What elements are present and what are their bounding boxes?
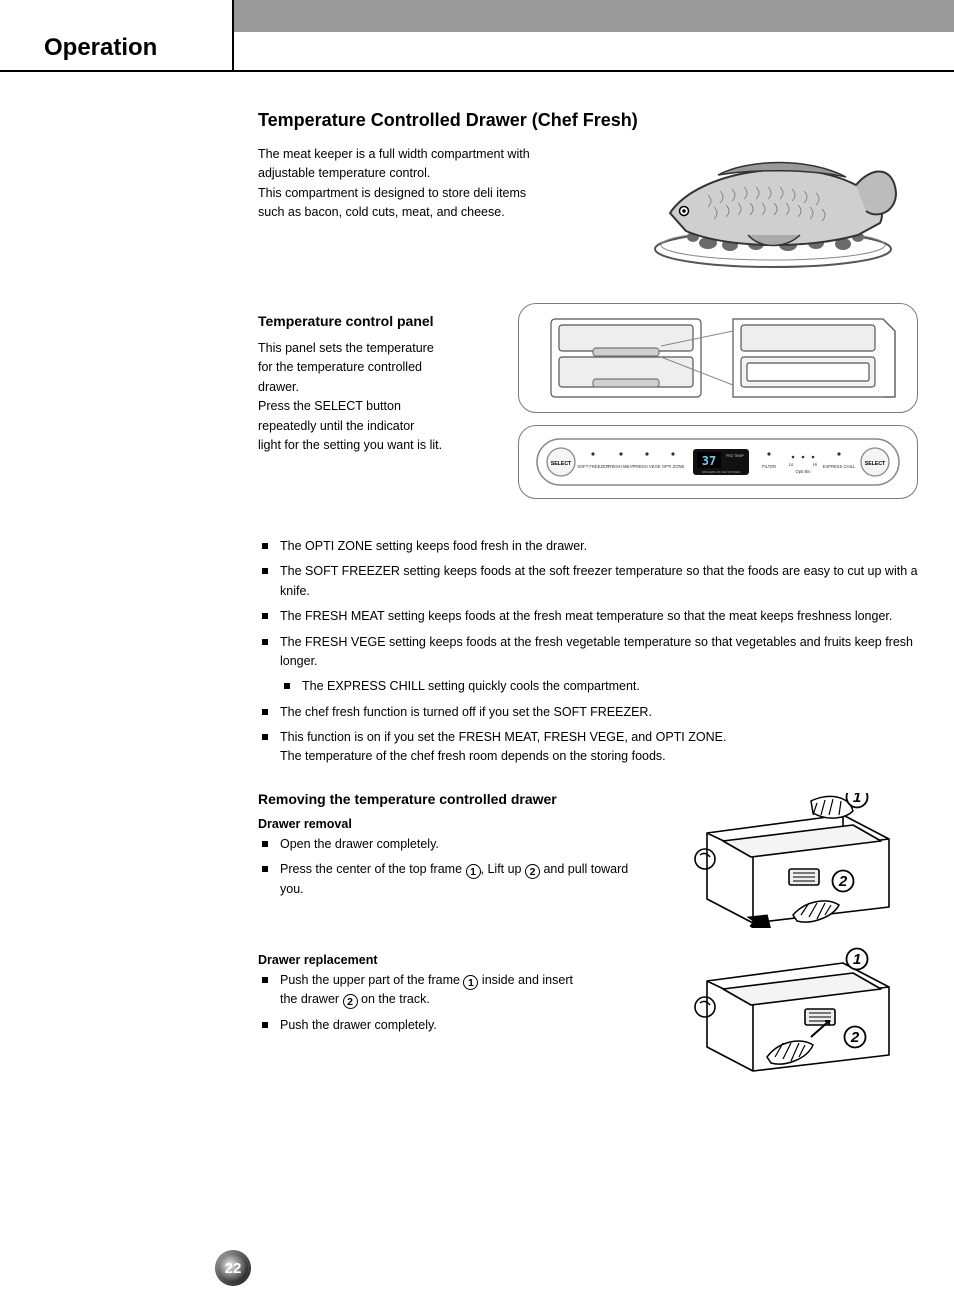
panel-illustrations: SELECT SELECT SOFT FREEZER FRESH MEAT FR… — [518, 303, 918, 499]
bullet-item: The OPTI ZONE setting keeps food fresh i… — [258, 537, 918, 556]
svg-text:SOFT FREEZER: SOFT FREEZER — [577, 464, 609, 469]
bullet-item: Press the center of the top frame 1, Lif… — [258, 860, 653, 899]
bullet-item: Push the drawer completely. — [258, 1016, 653, 1035]
drawer-replacement-illustration: 1 2 — [693, 941, 898, 1076]
svg-text:37: 37 — [702, 454, 716, 468]
svg-text:1: 1 — [853, 951, 861, 968]
intro-block: The meat keeper is a full width compartm… — [258, 145, 918, 285]
bullet-item: Push the upper part of the frame 1 insid… — [258, 971, 653, 1010]
page-number: 22 — [215, 1250, 251, 1286]
step-marker-icon: 1 — [466, 864, 481, 879]
select-right-button: SELECT — [861, 448, 889, 476]
control-panel-closeup-illustration: SELECT SELECT SOFT FREEZER FRESH MEAT FR… — [518, 425, 918, 499]
panel-block: Temperature control panel This panel set… — [258, 313, 918, 513]
panel-line: This panel sets the temperature — [258, 341, 434, 355]
svg-text:FRESH MEAT: FRESH MEAT — [608, 464, 635, 469]
svg-text:Hi: Hi — [813, 462, 817, 467]
drawer-replacement-block: Drawer replacement Push the upper part o… — [258, 953, 918, 1083]
select-left-button: SELECT — [547, 448, 575, 476]
svg-text:Opti Bin: Opti Bin — [796, 469, 812, 474]
intro-line: The meat keeper is a full width compartm… — [258, 147, 530, 161]
bullet-item: This function is on if you set the FRESH… — [258, 728, 918, 767]
intro-line: such as bacon, cold cuts, meat, and chee… — [258, 205, 505, 219]
section-title: Temperature Controlled Drawer (Chef Fres… — [258, 110, 918, 131]
panel-line: for the temperature controlled — [258, 360, 422, 374]
step-marker-icon: 2 — [343, 994, 358, 1009]
svg-text:SPACEPLUS ICE SYSTEM: SPACEPLUS ICE SYSTEM — [702, 470, 740, 474]
feature-bullets: The OPTI ZONE setting keeps food fresh i… — [258, 537, 918, 767]
svg-text:EXPRESS CHILL: EXPRESS CHILL — [823, 464, 856, 469]
sidebar: Operation — [0, 0, 235, 1307]
step-marker-icon: 1 — [463, 975, 478, 990]
panel-line: Press the SELECT button — [258, 399, 401, 413]
drawer-replacement-bullets: Push the upper part of the frame 1 insid… — [258, 971, 653, 1035]
svg-text:SELECT: SELECT — [865, 461, 886, 467]
bullet-item: The chef fresh function is turned off if… — [258, 703, 918, 722]
drawer-removal-block: Drawer removal Open the drawer completel… — [258, 817, 918, 947]
page-number-badge: 22 — [215, 1250, 251, 1286]
content: Temperature Controlled Drawer (Chef Fres… — [258, 110, 918, 1083]
header-bar — [234, 0, 954, 32]
svg-text:OPTI ZONE: OPTI ZONE — [662, 464, 685, 469]
step-marker-icon: 2 — [525, 864, 540, 879]
svg-text:FILTER: FILTER — [762, 464, 776, 469]
sidebar-title: Operation — [44, 34, 157, 62]
bullet-item: The EXPRESS CHILL setting quickly cools … — [280, 677, 918, 696]
panel-line: repeatedly until the indicator — [258, 419, 414, 433]
svg-text:1: 1 — [853, 793, 861, 806]
panel-line: light for the setting you want is lit. — [258, 438, 442, 452]
page: Operation Temperature Controlled Drawer … — [0, 0, 954, 1307]
panel-location-illustration — [518, 303, 918, 413]
svg-text:Lo: Lo — [789, 462, 794, 467]
fish-platter-illustration — [648, 145, 898, 275]
intro-line: adjustable temperature control. — [258, 166, 430, 180]
intro-text: The meat keeper is a full width compartm… — [258, 145, 628, 223]
drawer-removal-bullets: Open the drawer completely. Press the ce… — [258, 835, 653, 899]
panel-text: This panel sets the temperature for the … — [258, 339, 498, 455]
svg-text:2: 2 — [850, 1029, 860, 1046]
bullet-item: The FRESH MEAT setting keeps foods at th… — [258, 607, 918, 626]
svg-text:FRESH VEGE: FRESH VEGE — [634, 464, 661, 469]
panel-line: drawer. — [258, 380, 299, 394]
svg-text:2: 2 — [838, 873, 848, 890]
intro-line: This compartment is designed to store de… — [258, 186, 526, 200]
bullet-item: The FRESH VEGE setting keeps foods at th… — [258, 633, 918, 672]
drawer-removal-illustration: 1 2 — [693, 793, 898, 928]
bullet-item: The SOFT FREEZER setting keeps foods at … — [258, 562, 918, 601]
bullet-item: Open the drawer completely. — [258, 835, 653, 854]
svg-text:SELECT: SELECT — [551, 461, 572, 467]
horizontal-rule — [0, 70, 954, 72]
svg-text:FRZ TEMP: FRZ TEMP — [726, 454, 745, 458]
removing-section: Removing the temperature controlled draw… — [258, 791, 918, 1083]
